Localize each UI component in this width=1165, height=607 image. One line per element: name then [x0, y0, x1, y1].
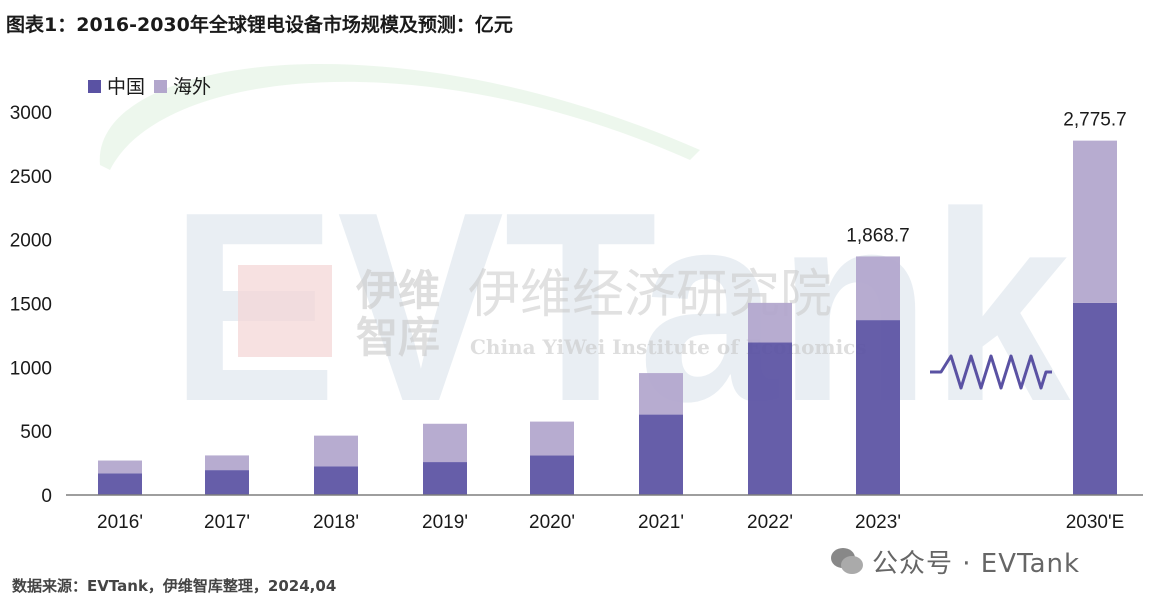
- total-data-label: 1,868.7: [846, 225, 909, 246]
- bar-segment-overseas: [423, 423, 467, 463]
- x-tick-label: 2017': [204, 512, 250, 533]
- wechat-account: 公众号 · EVTank: [830, 543, 1080, 579]
- total-labels: 1,868.7 2,775.7: [846, 110, 1126, 247]
- x-axis: 2016' 2017' 2018' 2019' 2020' 2021' 2022' 2023'…: [66, 494, 1143, 533]
- legend-swatch-overseas: [154, 80, 167, 93]
- y-tick-label: 2000: [10, 231, 52, 252]
- y-tick-label: 3000: [10, 103, 52, 124]
- legend: 中国 海外: [88, 76, 211, 98]
- bar-segment-overseas: [748, 302, 792, 343]
- bar-segment-overseas: [856, 256, 900, 321]
- bar-segment-overseas: [314, 435, 358, 467]
- x-tick-label: 2018': [313, 512, 359, 533]
- bar-segment-china: [205, 470, 249, 495]
- total-data-label: 2,775.7: [1063, 110, 1126, 131]
- bars: [98, 140, 1117, 495]
- bar-segment-overseas: [530, 421, 574, 456]
- bar-segment-overseas: [205, 455, 249, 471]
- x-tick-label: 2016': [97, 512, 143, 533]
- source-note: 数据来源：EVTank，伊维智库整理，2024,04: [12, 577, 337, 595]
- legend-swatch-china: [88, 80, 101, 93]
- legend-label-china: 中国: [107, 76, 145, 98]
- bar-segment-china: [314, 466, 358, 495]
- bar-segment-china: [423, 462, 467, 495]
- axis-break: [930, 354, 1052, 390]
- bar-segment-china: [748, 342, 792, 495]
- bar-segment-china: [530, 455, 574, 495]
- bar-segment-china: [98, 473, 142, 495]
- bar-segment-overseas: [639, 373, 683, 415]
- bar-segment-overseas: [98, 460, 142, 474]
- y-axis: 0 500 1000 1500 2000 2500 3000: [10, 103, 52, 507]
- axis-break-mark: [930, 354, 1052, 390]
- x-tick-label: 2023': [855, 512, 901, 533]
- x-tick-label: 2020': [529, 512, 575, 533]
- bar-segment-china: [856, 320, 900, 495]
- figure-title: 图表1：2016-2030年全球锂电设备市场规模及预测：亿元: [6, 14, 513, 36]
- y-tick-label: 0: [41, 486, 52, 507]
- bar-segment-china: [639, 414, 683, 495]
- y-tick-label: 1000: [10, 358, 52, 379]
- y-tick-label: 1500: [10, 295, 52, 316]
- wechat-account-text: 公众号 · EVTank: [872, 548, 1081, 579]
- wechat-icon: [831, 548, 863, 574]
- y-tick-label: 2500: [10, 167, 52, 188]
- x-tick-label: 2021': [638, 512, 684, 533]
- y-tick-label: 500: [20, 422, 52, 443]
- bar-segment-overseas: [1073, 140, 1117, 303]
- x-tick-label: 2019': [422, 512, 468, 533]
- bar-segment-china: [1073, 302, 1117, 495]
- legend-label-overseas: 海外: [173, 76, 211, 98]
- x-tick-label: 2030'E: [1066, 512, 1125, 533]
- x-tick-label: 2022': [747, 512, 793, 533]
